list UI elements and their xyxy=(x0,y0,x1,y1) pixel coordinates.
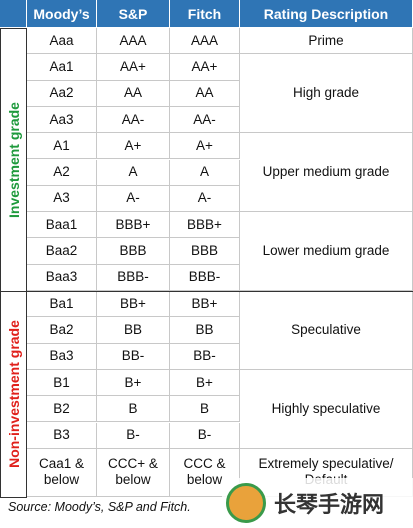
rating-cell: Baa3 xyxy=(27,264,97,291)
rating-cell: Aa2 xyxy=(27,80,97,107)
rating-cell: BB xyxy=(97,317,170,344)
rating-cell: Caa1 & below xyxy=(27,448,97,497)
rating-cell: AA+ xyxy=(170,54,240,81)
rating-cell: B1 xyxy=(27,369,97,397)
rating-cell: B xyxy=(170,396,240,423)
section-label: Non-investment grade xyxy=(5,320,22,469)
section-label-box: Investment grade xyxy=(0,28,27,292)
header-cell: Fitch xyxy=(170,0,240,28)
rating-cell: AAA xyxy=(170,28,240,55)
rating-cell: BBB+ xyxy=(97,212,170,239)
rating-cell: A- xyxy=(170,185,240,213)
rating-cell: A xyxy=(170,159,240,186)
rating-cell: AA+ xyxy=(97,54,170,81)
rating-cell: B+ xyxy=(170,369,240,397)
rating-cell: A2 xyxy=(27,159,97,186)
section-label-box: Non-investment grade xyxy=(0,291,27,498)
source-note: Source: Moody’s, S&P and Fitch. xyxy=(8,500,191,514)
rating-cell: AA xyxy=(97,80,170,107)
rating-cell: B+ xyxy=(97,369,170,397)
rating-cell: Ba1 xyxy=(27,291,97,318)
rating-cell: Ba2 xyxy=(27,317,97,344)
description-cell: Prime xyxy=(240,28,413,55)
section-separator xyxy=(0,290,413,292)
rating-cell: AA- xyxy=(97,106,170,134)
rating-cell: BBB xyxy=(97,238,170,265)
rating-cell: BB xyxy=(170,317,240,344)
header-cell: S&P xyxy=(97,0,170,28)
rating-cell: A- xyxy=(97,185,170,213)
rating-cell: BB- xyxy=(97,343,170,370)
header-cell: Rating Description xyxy=(240,0,413,28)
rating-cell: A1 xyxy=(27,133,97,160)
rating-cell: Baa1 xyxy=(27,212,97,239)
section-label: Investment grade xyxy=(5,102,22,218)
header-cell xyxy=(0,0,27,28)
rating-cell: BBB- xyxy=(170,264,240,291)
rating-cell: Aaa xyxy=(27,28,97,55)
rating-cell: BB- xyxy=(170,343,240,370)
rating-cell: A3 xyxy=(27,185,97,213)
rating-cell: BBB+ xyxy=(170,212,240,239)
description-cell: Lower medium grade xyxy=(240,212,413,291)
watermark: 长琴手游网 xyxy=(222,478,413,528)
rating-cell: Ba3 xyxy=(27,343,97,370)
rating-cell: A+ xyxy=(97,133,170,160)
rating-cell: B3 xyxy=(27,422,97,449)
description-cell: Highly speculative xyxy=(240,369,413,449)
rating-cell: AA- xyxy=(170,106,240,134)
rating-cell: BB+ xyxy=(170,291,240,318)
description-cell: High grade xyxy=(240,54,413,134)
rating-cell: B2 xyxy=(27,396,97,423)
rating-cell: Aa1 xyxy=(27,54,97,81)
rating-cell: B xyxy=(97,396,170,423)
rating-cell: CCC+ & below xyxy=(97,448,170,497)
rating-cell: Baa2 xyxy=(27,238,97,265)
watermark-text: 长琴手游网 xyxy=(274,492,385,517)
rating-cell: BBB- xyxy=(97,264,170,291)
rating-cell: AAA xyxy=(97,28,170,55)
rating-cell: BBB xyxy=(170,238,240,265)
rating-cell: A+ xyxy=(170,133,240,160)
rating-cell: B- xyxy=(97,422,170,449)
watermark-logo xyxy=(226,483,266,523)
rating-cell: Aa3 xyxy=(27,106,97,134)
rating-cell: CCC & below xyxy=(170,448,240,497)
description-cell: Upper medium grade xyxy=(240,133,413,213)
rating-cell: AA xyxy=(170,80,240,107)
rating-cell: A xyxy=(97,159,170,186)
rating-cell: BB+ xyxy=(97,291,170,318)
rating-cell: B- xyxy=(170,422,240,449)
description-cell: Speculative xyxy=(240,291,413,370)
header-cell: Moody’s xyxy=(27,0,97,28)
